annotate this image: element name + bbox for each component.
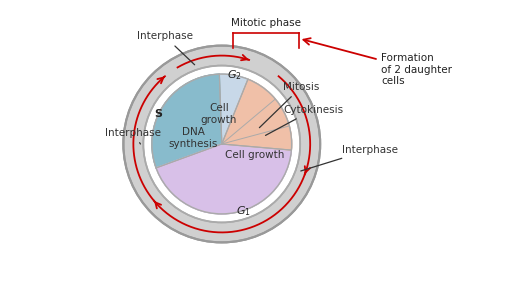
Polygon shape	[222, 79, 292, 150]
Text: Cell growth: Cell growth	[225, 150, 284, 160]
Polygon shape	[152, 74, 222, 168]
Circle shape	[123, 46, 320, 242]
Text: Interphase: Interphase	[301, 145, 397, 171]
Text: Mitotic phase: Mitotic phase	[231, 18, 301, 28]
Text: S: S	[154, 109, 162, 119]
Circle shape	[143, 66, 300, 222]
Text: Interphase: Interphase	[137, 31, 195, 65]
Polygon shape	[219, 74, 248, 144]
Polygon shape	[156, 144, 291, 214]
Text: Cell
growth: Cell growth	[201, 103, 237, 125]
Text: Cytokinesis: Cytokinesis	[266, 105, 343, 135]
Circle shape	[152, 74, 292, 214]
Text: $G_2$: $G_2$	[227, 68, 241, 82]
Text: Mitosis: Mitosis	[260, 82, 319, 128]
Text: Interphase: Interphase	[105, 128, 161, 144]
Text: DNA
synthesis: DNA synthesis	[168, 128, 218, 149]
Text: Formation
of 2 daughter
cells: Formation of 2 daughter cells	[304, 38, 453, 86]
Text: $G_1$: $G_1$	[236, 204, 251, 218]
